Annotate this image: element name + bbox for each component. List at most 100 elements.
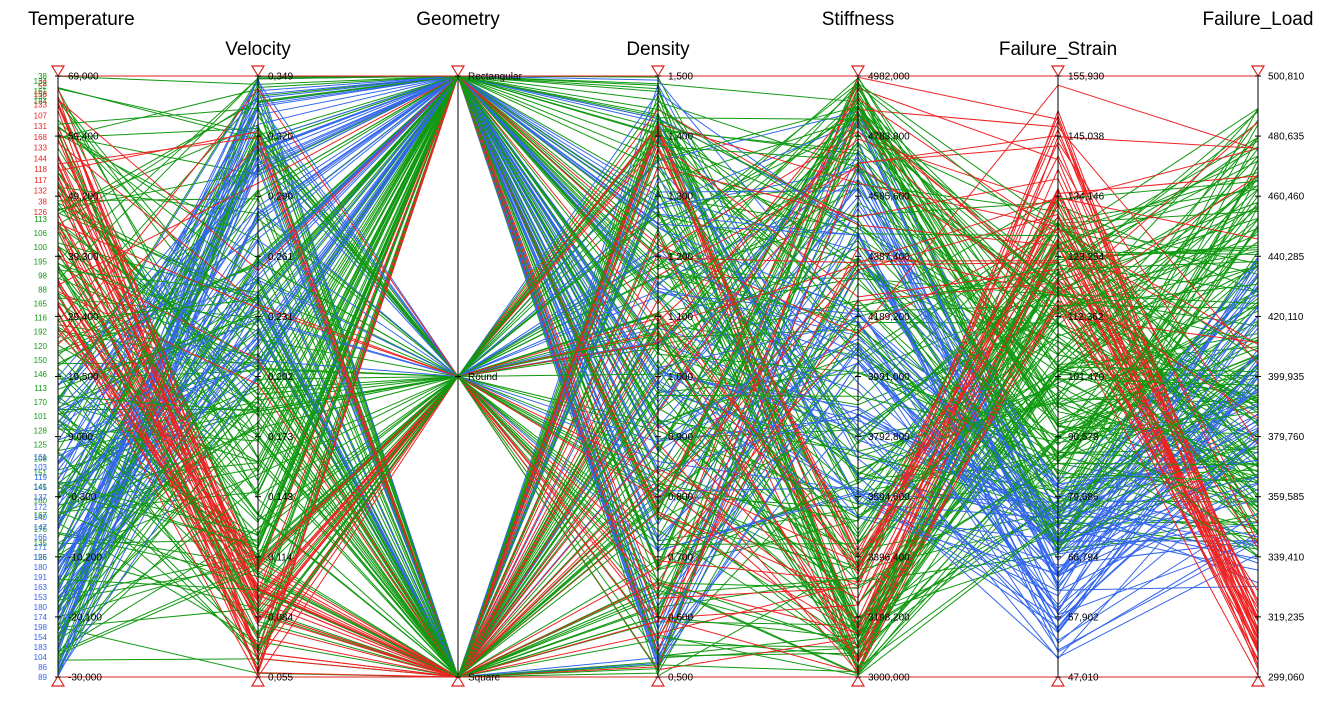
tick-label: 1,500 (668, 72, 693, 83)
row-label: 38 (38, 197, 47, 206)
row-label: 144 (34, 154, 48, 163)
tick-label: 3594,600 (868, 492, 910, 503)
row-label: 131 (34, 122, 48, 131)
row-label: 145 (34, 483, 48, 492)
tick-label: 134,146 (1068, 192, 1105, 203)
row-label: 38 (38, 72, 47, 81)
tick-label: Rectangular (468, 72, 523, 83)
row-label: 132 (34, 187, 48, 196)
axis-top-handle-failure-load[interactable] (1250, 65, 1266, 78)
row-label: 161 (34, 453, 48, 462)
tick-label: Square (468, 673, 501, 684)
tick-label: 39,300 (68, 252, 99, 263)
row-label: 166 (34, 533, 48, 542)
row-label: 146 (34, 370, 48, 379)
axis-top-handle-velocity[interactable] (250, 65, 266, 78)
tick-label: 47,010 (1068, 673, 1099, 684)
row-label: 192 (34, 328, 48, 337)
axis-failure-strain: 155,930 145,038 134,146 123,254 112,362 101,4… (1050, 65, 1105, 687)
row-label: 151 (34, 469, 48, 478)
tick-label: 399,935 (1268, 372, 1305, 383)
row-label: 106 (34, 229, 48, 238)
row-labels: 3813452161132184221581331071311681331441… (34, 72, 48, 682)
tick-label: 90,578 (1068, 432, 1099, 443)
row-label: 128 (34, 426, 48, 435)
row-label: 107 (34, 111, 48, 120)
row-label: 125 (34, 440, 48, 449)
tick-label: 4783,800 (868, 132, 910, 143)
tick-label: 480,635 (1268, 132, 1305, 143)
tick-label: 460,460 (1268, 192, 1305, 203)
row-label: 135 (34, 539, 48, 548)
row-label: 134 (34, 77, 48, 86)
axis-bottom-handle-geometry[interactable] (450, 674, 466, 687)
row-label: 168 (34, 133, 48, 142)
tick-label: 3198,200 (868, 612, 910, 623)
tick-label: 339,410 (1268, 552, 1305, 563)
row-label: 167 (34, 511, 48, 520)
row-label: 184 (34, 97, 48, 106)
row-label: 150 (34, 356, 48, 365)
row-label: 133 (34, 144, 48, 153)
axis-title-temperature: Temperature (28, 9, 135, 30)
axis-top-handle-geometry[interactable] (450, 65, 466, 78)
tick-label: 420,110 (1268, 312, 1304, 323)
tick-label: 59,400 (68, 132, 99, 143)
tick-label: 0,349 (268, 72, 293, 83)
row-label: 195 (34, 257, 48, 266)
tick-label: 0,202 (268, 372, 293, 383)
row-label: 126 (34, 208, 48, 217)
tick-label: 4585,600 (868, 192, 910, 203)
axis-bottom-handle-density[interactable] (650, 674, 666, 687)
tick-label: 0,231 (268, 312, 293, 323)
row-label: 155 (34, 553, 48, 562)
tick-label: 0,700 (668, 552, 693, 563)
axis-density: 1,500 1,400 1,300 1,200 1,100 1,000 0,900 0,800… (650, 65, 693, 687)
row-label: 180 (34, 563, 48, 572)
tick-label: 0,055 (268, 673, 293, 684)
tick-label: 0,114 (268, 552, 293, 563)
tick-label: 359,585 (1268, 492, 1305, 503)
row-label: 172 (34, 503, 48, 512)
row-label: 100 (34, 243, 48, 252)
axis-geometry: Rectangular Round Square (450, 65, 523, 687)
row-label: 163 (34, 583, 48, 592)
axis-bottom-handle-failure-strain[interactable] (1050, 674, 1066, 687)
row-label: 117 (34, 176, 47, 185)
axis-bottom-handle-failure-load[interactable] (1250, 674, 1266, 687)
axis-top-handle-temperature[interactable] (50, 65, 66, 78)
tick-label: 69,000 (68, 72, 99, 83)
tick-label: 9,600 (68, 432, 93, 443)
tick-label: 3991,000 (868, 372, 910, 383)
tick-label: 0,800 (668, 492, 693, 503)
tick-label: 101,470 (1068, 372, 1105, 383)
tick-label: 1,200 (668, 252, 693, 263)
tick-label: 0,143 (268, 492, 293, 503)
row-label: 108 (34, 454, 48, 463)
axis-title-velocity: Velocity (225, 39, 291, 60)
axis-top-handle-density[interactable] (650, 65, 666, 78)
tick-label: -10,200 (68, 552, 102, 563)
row-label: 174 (34, 613, 48, 622)
axis-stiffness: 4982,000 4783,800 4585,600 4387,400 4189,200… (850, 65, 910, 687)
axes: 69,000 59,400 49,200 39,300 29,400 19,500 9,60… (50, 65, 1305, 687)
axis-bottom-handle-temperature[interactable] (50, 674, 66, 687)
axis-title-density: Density (626, 39, 690, 60)
tick-label: Round (468, 372, 497, 383)
row-label: 89 (38, 673, 47, 682)
tick-label: 440,285 (1268, 252, 1305, 263)
axis-top-handle-failure-strain[interactable] (1050, 65, 1066, 78)
row-label: 137 (34, 493, 48, 502)
axis-bottom-handle-velocity[interactable] (250, 674, 266, 687)
tick-label: -20,100 (68, 612, 102, 623)
axis-bottom-handle-stiffness[interactable] (850, 674, 866, 687)
row-label: 52 (38, 82, 47, 91)
row-label: 161 (34, 87, 48, 96)
row-label: 98 (38, 271, 47, 280)
axis-title-stiffness: Stiffness (822, 9, 895, 30)
row-label: 165 (34, 300, 48, 309)
row-label: 141 (34, 483, 48, 492)
tick-label: 29,400 (68, 312, 99, 323)
axis-top-handle-stiffness[interactable] (850, 65, 866, 78)
